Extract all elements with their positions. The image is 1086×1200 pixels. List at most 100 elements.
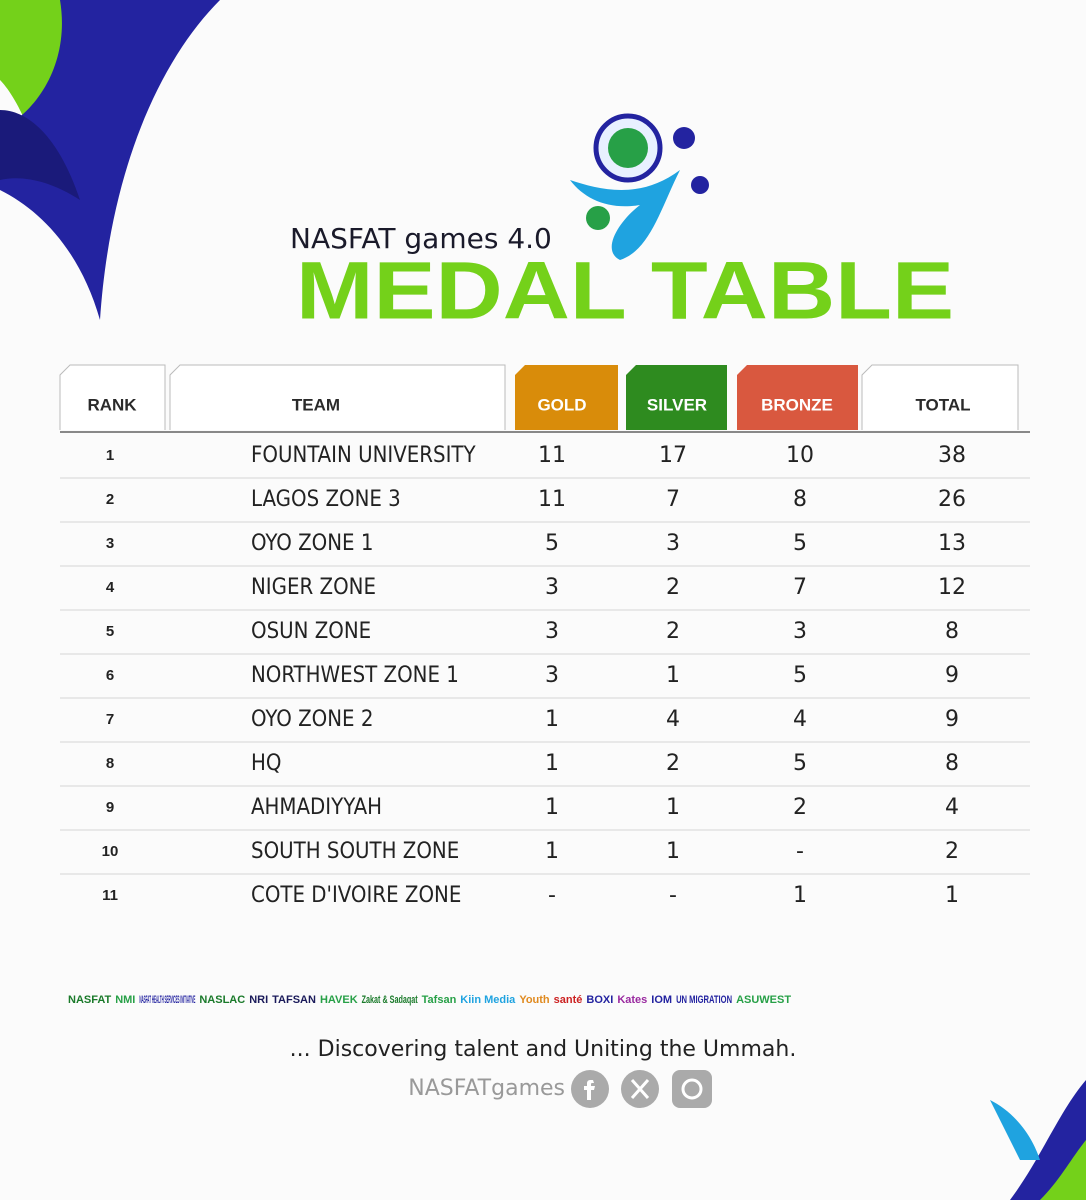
column-header: BRONZE <box>761 395 833 414</box>
medal-count: 5 <box>545 531 559 556</box>
rank: 2 <box>106 491 114 508</box>
sponsor-logo: NASLAC <box>199 994 245 1006</box>
rank: 7 <box>106 711 114 728</box>
header-tab <box>861 364 1019 430</box>
medal-count: 8 <box>945 751 959 776</box>
sponsor-logo: UN MIGRATION <box>676 994 732 1006</box>
medal-count: 5 <box>793 663 807 688</box>
rank: 6 <box>106 667 114 684</box>
medal-count: 38 <box>938 443 966 468</box>
subtitle: NASFAT games 4.0 <box>290 222 552 255</box>
medal-count: 2 <box>666 619 680 644</box>
medal-count: 2 <box>666 575 680 600</box>
medal-count: 8 <box>945 619 959 644</box>
team-name: AHMADIYYAH <box>251 795 382 820</box>
rank: 5 <box>106 623 114 640</box>
header-tab <box>169 364 506 430</box>
medal-count: 1 <box>793 883 807 908</box>
sponsors: NASFAT NMI NASFAT HEALTH SERVICES INITIATI… <box>68 994 791 1006</box>
rank: 9 <box>106 799 114 816</box>
facebook-glyph <box>584 1080 595 1100</box>
rank: 1 <box>106 447 114 464</box>
medal-count: 9 <box>945 707 959 732</box>
medal-count: - <box>548 883 556 908</box>
medal-count: 3 <box>666 531 680 556</box>
medal-count: 1 <box>545 795 559 820</box>
medal-count: 1 <box>666 663 680 688</box>
medal-count: 13 <box>938 531 966 556</box>
medal-count: 4 <box>666 707 680 732</box>
medal-count: 17 <box>659 443 687 468</box>
title: MEDAL TABLE <box>296 246 954 337</box>
medal-count: 2 <box>666 751 680 776</box>
team-name: NIGER ZONE <box>251 575 376 600</box>
decor <box>1040 1140 1086 1200</box>
medal-count: - <box>796 839 804 864</box>
column-header: SILVER <box>647 395 707 414</box>
logo <box>691 176 709 194</box>
medal-count: 8 <box>793 487 807 512</box>
medal-count: 4 <box>793 707 807 732</box>
sponsor-logo: NASFAT HEALTH SERVICES INITIATIVE <box>139 994 195 1006</box>
logo <box>673 127 695 149</box>
sponsor-logo: IOM <box>651 994 672 1006</box>
medal-count: 3 <box>545 619 559 644</box>
medal-count: 11 <box>538 487 566 512</box>
header-tab <box>626 365 727 430</box>
handle: NASFATgames <box>408 1076 565 1101</box>
logo <box>570 170 680 260</box>
decor <box>0 110 80 200</box>
instagram-glyph <box>681 1078 703 1100</box>
medal-count: 3 <box>545 575 559 600</box>
x-glyph <box>630 1079 650 1099</box>
decor <box>990 1100 1040 1160</box>
medal-count: 1 <box>666 795 680 820</box>
sponsor-logo: BOXI <box>586 994 613 1006</box>
team-name: SOUTH SOUTH ZONE <box>251 839 459 864</box>
medal-count: 1 <box>545 839 559 864</box>
medal-count: 7 <box>793 575 807 600</box>
medal-count: 3 <box>545 663 559 688</box>
instagram-icon[interactable] <box>672 1070 712 1108</box>
sponsor-logo: TAFSAN <box>272 994 316 1006</box>
sponsor-logo: ASUWEST <box>736 994 791 1006</box>
medal-count: 12 <box>938 575 966 600</box>
header-tab <box>515 365 618 430</box>
medal-count: 9 <box>945 663 959 688</box>
column-header: TOTAL <box>915 395 970 414</box>
medal-count: - <box>669 883 677 908</box>
medal-count: 7 <box>666 487 680 512</box>
tagline: ... Discovering talent and Uniting the U… <box>290 1037 797 1062</box>
sponsor-logo: Youth <box>519 994 550 1006</box>
table-body: 1 FOUNTAIN UNIVERSITY 11 17 10 382 LAGOS ZONE … <box>60 443 1030 908</box>
team-name: NORTHWEST ZONE 1 <box>251 663 459 688</box>
medal-count: 11 <box>538 443 566 468</box>
team-name: LAGOS ZONE 3 <box>251 487 401 512</box>
sponsor-logo: NMI <box>115 994 135 1006</box>
rank: 8 <box>106 755 114 772</box>
rank: 4 <box>106 579 115 596</box>
medal-count: 1 <box>545 707 559 732</box>
team-name: OYO ZONE 1 <box>251 531 373 556</box>
rank: 11 <box>102 887 118 904</box>
sponsor-logo: Tafsan <box>422 994 457 1006</box>
medal-count: 1 <box>945 883 959 908</box>
medal-count: 1 <box>666 839 680 864</box>
rank: 3 <box>106 535 114 552</box>
sponsor-logo: NRI <box>249 994 268 1006</box>
logo <box>608 128 648 168</box>
sponsor-logo: Kiin Media <box>460 994 516 1006</box>
rank: 10 <box>102 843 119 860</box>
column-header: TEAM <box>292 395 340 414</box>
medal-count: 3 <box>793 619 807 644</box>
logo <box>586 206 610 230</box>
medal-count: 10 <box>786 443 814 468</box>
sponsor-logo: Kates <box>617 994 647 1006</box>
column-header: GOLD <box>537 395 586 414</box>
medal-count: 2 <box>793 795 807 820</box>
team-name: FOUNTAIN UNIVERSITY <box>251 443 476 468</box>
medal-count: 2 <box>945 839 959 864</box>
header-tab <box>59 364 166 430</box>
